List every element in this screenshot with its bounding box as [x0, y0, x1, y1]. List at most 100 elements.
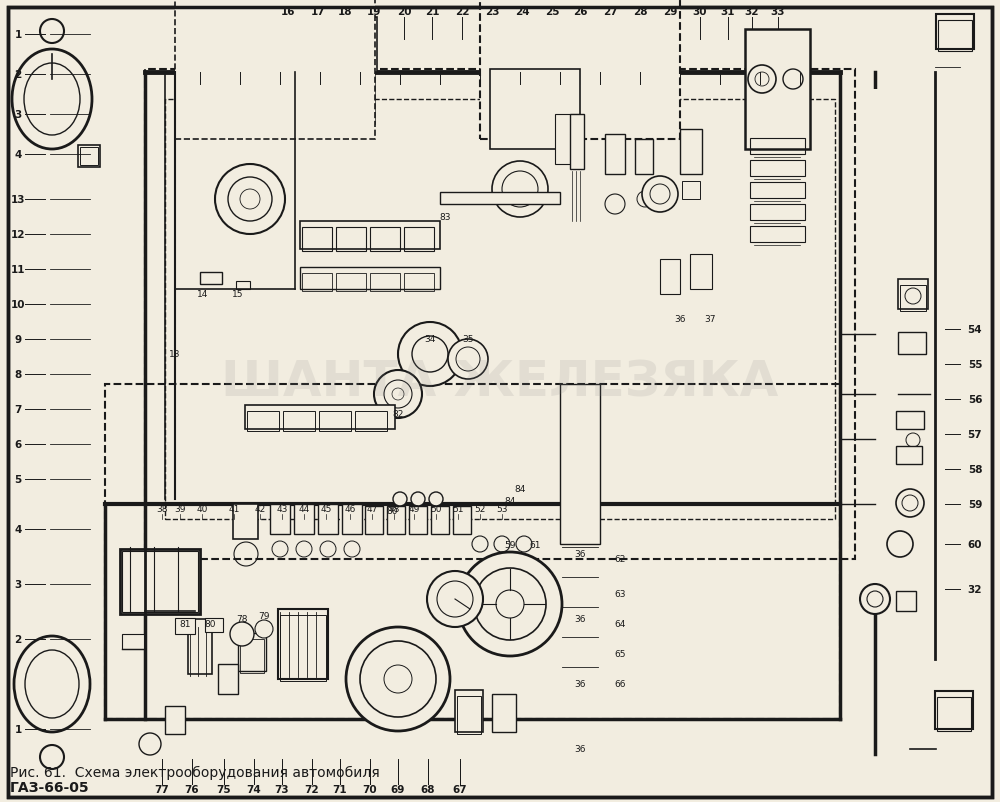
Bar — [295, 42, 319, 72]
Text: 1: 1 — [14, 724, 22, 734]
Bar — [165, 100, 835, 520]
Bar — [440, 192, 560, 205]
Bar — [404, 228, 434, 252]
Bar — [122, 551, 198, 612]
Circle shape — [255, 620, 273, 638]
Circle shape — [860, 585, 890, 614]
Text: 77: 77 — [155, 784, 169, 794]
Bar — [205, 618, 223, 632]
Text: 47: 47 — [366, 505, 378, 514]
Text: 6: 6 — [14, 439, 22, 449]
Text: 34: 34 — [424, 335, 436, 344]
Bar — [165, 706, 185, 734]
Text: 48: 48 — [388, 505, 400, 514]
Bar — [318, 504, 338, 534]
Circle shape — [427, 571, 483, 627]
Text: 36: 36 — [574, 744, 586, 754]
Text: 13: 13 — [11, 195, 25, 205]
Bar — [365, 506, 383, 534]
Bar — [896, 591, 916, 611]
Text: 28: 28 — [633, 7, 647, 17]
Text: 11: 11 — [11, 265, 25, 274]
Text: 35: 35 — [462, 335, 474, 344]
Text: 83: 83 — [439, 213, 451, 222]
Text: 66: 66 — [614, 679, 626, 689]
Bar — [938, 21, 972, 52]
Text: 84: 84 — [514, 485, 526, 494]
Bar — [200, 273, 222, 285]
Bar — [315, 70, 355, 80]
Bar — [342, 504, 362, 534]
Text: 65: 65 — [614, 650, 626, 658]
Bar — [280, 615, 326, 681]
Text: 81: 81 — [179, 620, 191, 629]
Bar — [680, 130, 702, 175]
Bar — [175, 618, 195, 634]
Text: 57: 57 — [968, 429, 982, 439]
Text: 45: 45 — [320, 505, 332, 514]
Text: 70: 70 — [363, 784, 377, 794]
Text: 44: 44 — [298, 505, 310, 514]
Text: 12: 12 — [11, 229, 25, 240]
Circle shape — [393, 492, 407, 506]
Text: 41: 41 — [228, 505, 240, 514]
Bar — [490, 70, 580, 150]
Text: 71: 71 — [333, 784, 347, 794]
Text: ШАНТА ЖЕЛЕЗЯКА: ШАНТА ЖЕЛЕЗЯКА — [221, 358, 779, 407]
Text: 32: 32 — [968, 585, 982, 594]
Text: 49: 49 — [408, 505, 420, 514]
Text: 23: 23 — [485, 7, 499, 17]
Text: 53: 53 — [496, 505, 508, 514]
Bar — [898, 280, 928, 310]
Circle shape — [411, 492, 425, 506]
Text: 5: 5 — [14, 475, 22, 484]
Text: 80: 80 — [386, 507, 398, 516]
Bar — [300, 221, 440, 249]
Bar — [750, 160, 805, 176]
Circle shape — [896, 489, 924, 517]
Bar — [404, 273, 434, 292]
Circle shape — [346, 627, 450, 731]
Text: 7: 7 — [14, 404, 22, 415]
Bar — [745, 30, 810, 150]
Bar — [283, 411, 315, 431]
Bar — [370, 273, 400, 292]
Bar — [80, 148, 98, 166]
Bar — [900, 286, 926, 312]
Text: 10: 10 — [11, 300, 25, 310]
Text: 56: 56 — [968, 395, 982, 404]
Circle shape — [458, 553, 562, 656]
Text: 37: 37 — [704, 315, 716, 324]
Text: 61: 61 — [529, 540, 541, 549]
Bar — [750, 205, 805, 221]
Text: 40: 40 — [196, 505, 208, 514]
Ellipse shape — [12, 50, 92, 150]
Text: 62: 62 — [614, 555, 626, 564]
Bar — [336, 273, 366, 292]
Text: 78: 78 — [236, 615, 248, 624]
Bar — [936, 15, 974, 50]
Bar — [635, 140, 653, 175]
Bar — [302, 273, 332, 292]
Text: 82: 82 — [392, 410, 404, 419]
Text: 73: 73 — [275, 784, 289, 794]
Text: 21: 21 — [425, 7, 439, 17]
Text: 26: 26 — [573, 7, 587, 17]
Bar — [682, 182, 700, 200]
Text: 50: 50 — [430, 505, 442, 514]
Text: 20: 20 — [397, 7, 411, 17]
Text: 52: 52 — [474, 505, 486, 514]
Bar — [297, 48, 317, 74]
Text: 24: 24 — [515, 7, 529, 17]
Bar — [870, 90, 880, 589]
Circle shape — [887, 532, 913, 557]
Text: 76: 76 — [185, 784, 199, 794]
Bar — [355, 411, 387, 431]
Text: 84: 84 — [504, 497, 516, 506]
Text: 58: 58 — [968, 464, 982, 475]
Bar — [365, 18, 377, 73]
Bar — [570, 115, 584, 170]
Bar — [480, 0, 680, 140]
Text: 80: 80 — [204, 620, 216, 629]
Text: 4: 4 — [14, 525, 22, 534]
